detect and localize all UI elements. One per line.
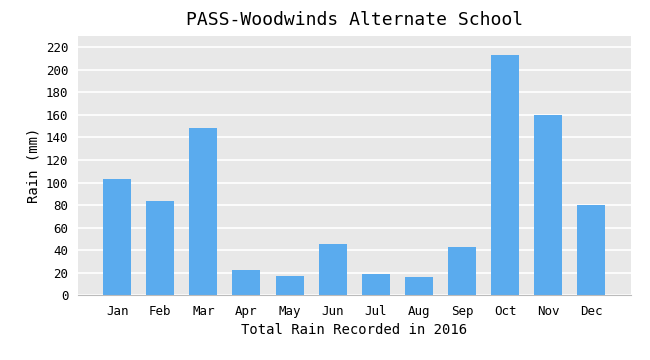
Bar	[534, 115, 562, 295]
Bar	[448, 247, 476, 295]
Bar	[405, 277, 433, 295]
Bar	[233, 270, 261, 295]
Bar	[491, 55, 519, 295]
Bar	[362, 274, 390, 295]
Title: PASS-Woodwinds Alternate School: PASS-Woodwinds Alternate School	[186, 11, 523, 29]
Bar	[577, 205, 605, 295]
Y-axis label: Rain (mm): Rain (mm)	[26, 128, 40, 203]
Bar	[318, 244, 346, 295]
X-axis label: Total Rain Recorded in 2016: Total Rain Recorded in 2016	[241, 324, 467, 337]
Bar	[189, 129, 217, 295]
Bar	[276, 276, 304, 295]
Bar	[103, 179, 131, 295]
Bar	[146, 201, 174, 295]
